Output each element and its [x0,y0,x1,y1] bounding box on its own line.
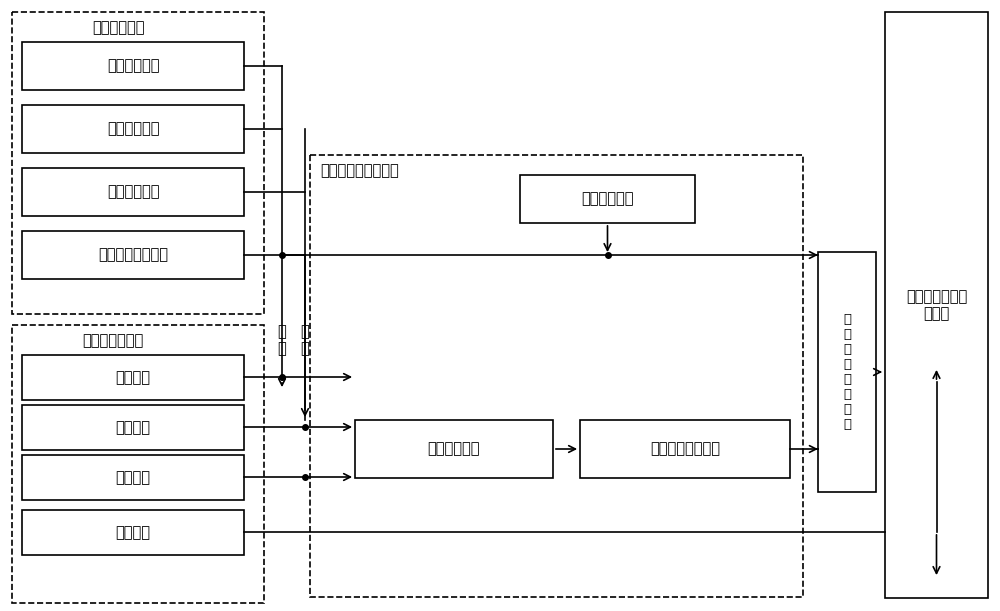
Text: 电力调度驾驶舱
模拟态: 电力调度驾驶舱 模拟态 [906,289,967,321]
Text: 故障设置模块: 故障设置模块 [107,185,159,200]
Text: 遥控控制模块: 遥控控制模块 [107,122,159,136]
Bar [22,105,244,153]
Bar [885,12,988,598]
Bar [818,252,876,492]
Text: 电网动态计算模块: 电网动态计算模块 [650,442,720,456]
Bar [12,325,264,603]
Text: 环境变化设置模块: 环境变化设置模块 [98,247,168,263]
Bar [22,455,244,500]
Text: 遥测控制模块: 遥测控制模块 [107,59,159,73]
Bar [355,420,553,478]
Text: 更
新: 更 新 [301,324,309,356]
Bar [22,405,244,450]
Bar [22,355,244,400]
Text: 图形信息: 图形信息 [116,525,150,540]
Text: 驾驶舱模拟教案: 驾驶舱模拟教案 [82,334,143,348]
Bar [520,175,695,223]
Text: 扰动信息模块: 扰动信息模块 [581,191,634,207]
Bar [22,231,244,279]
Bar [22,510,244,555]
Bar [22,42,244,90]
Text: 参数信息: 参数信息 [116,470,150,485]
Text: 训练员操作台: 训练员操作台 [92,21,144,35]
Text: 信息接收模块: 信息接收模块 [428,442,480,456]
Text: 驾驶舱动态模拟模块: 驾驶舱动态模拟模块 [320,164,399,178]
Text: 潮流信息: 潮流信息 [116,370,150,385]
Bar [580,420,790,478]
Text: 数
据
信
息
采
集
接
口: 数 据 信 息 采 集 接 口 [843,313,851,431]
Bar [310,155,803,597]
Text: 拓扑信息: 拓扑信息 [116,420,150,435]
Bar [22,168,244,216]
Text: 更
新: 更 新 [278,324,286,356]
Bar [12,12,264,314]
